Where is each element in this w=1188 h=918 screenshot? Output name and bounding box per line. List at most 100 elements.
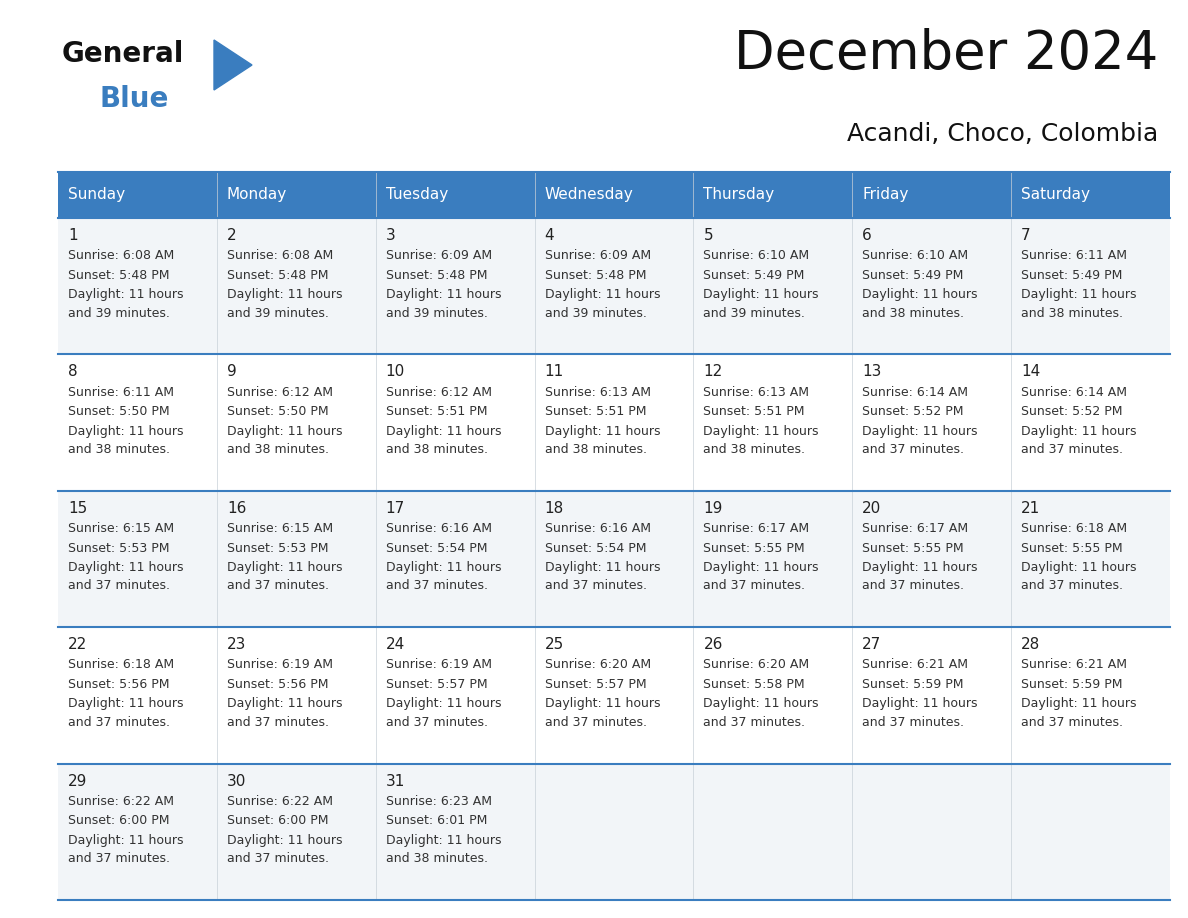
- Text: and 37 minutes.: and 37 minutes.: [862, 443, 965, 456]
- Text: Daylight: 11 hours: Daylight: 11 hours: [862, 288, 978, 301]
- Bar: [58, 491, 1170, 627]
- Text: Daylight: 11 hours: Daylight: 11 hours: [703, 424, 819, 438]
- Text: and 37 minutes.: and 37 minutes.: [703, 716, 805, 729]
- Text: Daylight: 11 hours: Daylight: 11 hours: [1022, 424, 1137, 438]
- Text: Daylight: 11 hours: Daylight: 11 hours: [68, 698, 183, 711]
- Text: Sunrise: 6:15 AM: Sunrise: 6:15 AM: [68, 522, 175, 535]
- Text: Sunrise: 6:15 AM: Sunrise: 6:15 AM: [227, 522, 333, 535]
- Text: 16: 16: [227, 501, 246, 516]
- Text: 10: 10: [386, 364, 405, 379]
- Text: and 37 minutes.: and 37 minutes.: [544, 579, 646, 592]
- Text: Sunset: 5:52 PM: Sunset: 5:52 PM: [862, 405, 963, 418]
- Bar: [852, 172, 1011, 218]
- Text: and 37 minutes.: and 37 minutes.: [862, 716, 965, 729]
- Text: Sunrise: 6:20 AM: Sunrise: 6:20 AM: [544, 658, 651, 671]
- Text: Sunset: 5:49 PM: Sunset: 5:49 PM: [862, 269, 963, 282]
- Text: and 37 minutes.: and 37 minutes.: [1022, 443, 1123, 456]
- Text: Sunset: 5:58 PM: Sunset: 5:58 PM: [703, 677, 805, 691]
- Text: Daylight: 11 hours: Daylight: 11 hours: [68, 424, 183, 438]
- Bar: [1011, 172, 1170, 218]
- Bar: [58, 218, 1170, 354]
- Text: and 37 minutes.: and 37 minutes.: [227, 852, 329, 866]
- Text: Sunset: 5:56 PM: Sunset: 5:56 PM: [68, 677, 170, 691]
- Text: Daylight: 11 hours: Daylight: 11 hours: [544, 698, 661, 711]
- Text: 30: 30: [227, 774, 246, 789]
- Text: 20: 20: [862, 501, 881, 516]
- Text: Sunset: 6:01 PM: Sunset: 6:01 PM: [386, 814, 487, 827]
- Text: Sunrise: 6:08 AM: Sunrise: 6:08 AM: [227, 250, 333, 263]
- Text: 15: 15: [68, 501, 87, 516]
- Text: 17: 17: [386, 501, 405, 516]
- Text: Sunset: 5:52 PM: Sunset: 5:52 PM: [1022, 405, 1123, 418]
- Text: Sunrise: 6:14 AM: Sunrise: 6:14 AM: [862, 386, 968, 398]
- Text: Daylight: 11 hours: Daylight: 11 hours: [1022, 561, 1137, 574]
- Text: and 38 minutes.: and 38 minutes.: [68, 443, 170, 456]
- Text: Sunrise: 6:17 AM: Sunrise: 6:17 AM: [703, 522, 809, 535]
- Text: Sunset: 5:59 PM: Sunset: 5:59 PM: [862, 677, 963, 691]
- Text: and 39 minutes.: and 39 minutes.: [227, 307, 329, 319]
- Text: Monday: Monday: [227, 187, 287, 203]
- Text: and 38 minutes.: and 38 minutes.: [386, 443, 488, 456]
- Text: 31: 31: [386, 774, 405, 789]
- Text: Sunrise: 6:18 AM: Sunrise: 6:18 AM: [1022, 522, 1127, 535]
- Text: Daylight: 11 hours: Daylight: 11 hours: [227, 424, 342, 438]
- Text: 29: 29: [68, 774, 88, 789]
- Text: 5: 5: [703, 228, 713, 243]
- Bar: [535, 172, 694, 218]
- Text: Daylight: 11 hours: Daylight: 11 hours: [386, 834, 501, 846]
- Text: and 39 minutes.: and 39 minutes.: [544, 307, 646, 319]
- Text: Sunrise: 6:08 AM: Sunrise: 6:08 AM: [68, 250, 175, 263]
- Text: Sunrise: 6:19 AM: Sunrise: 6:19 AM: [386, 658, 492, 671]
- Text: Daylight: 11 hours: Daylight: 11 hours: [386, 561, 501, 574]
- Text: 21: 21: [1022, 501, 1041, 516]
- Text: Saturday: Saturday: [1022, 187, 1091, 203]
- Text: 4: 4: [544, 228, 554, 243]
- Text: 28: 28: [1022, 637, 1041, 652]
- Text: 8: 8: [68, 364, 77, 379]
- Text: 1: 1: [68, 228, 77, 243]
- Text: Sunrise: 6:22 AM: Sunrise: 6:22 AM: [227, 795, 333, 808]
- Text: 3: 3: [386, 228, 396, 243]
- Text: Thursday: Thursday: [703, 187, 775, 203]
- Text: 9: 9: [227, 364, 236, 379]
- Text: and 39 minutes.: and 39 minutes.: [703, 307, 805, 319]
- Text: 27: 27: [862, 637, 881, 652]
- Text: Daylight: 11 hours: Daylight: 11 hours: [227, 288, 342, 301]
- Text: Sunrise: 6:10 AM: Sunrise: 6:10 AM: [862, 250, 968, 263]
- Text: Friday: Friday: [862, 187, 909, 203]
- Text: and 37 minutes.: and 37 minutes.: [862, 579, 965, 592]
- Text: 6: 6: [862, 228, 872, 243]
- Text: Daylight: 11 hours: Daylight: 11 hours: [68, 834, 183, 846]
- Text: Daylight: 11 hours: Daylight: 11 hours: [544, 424, 661, 438]
- Text: and 37 minutes.: and 37 minutes.: [386, 579, 488, 592]
- Text: and 39 minutes.: and 39 minutes.: [68, 307, 170, 319]
- Text: Daylight: 11 hours: Daylight: 11 hours: [386, 288, 501, 301]
- Text: Daylight: 11 hours: Daylight: 11 hours: [703, 561, 819, 574]
- Text: Sunrise: 6:17 AM: Sunrise: 6:17 AM: [862, 522, 968, 535]
- Text: Sunset: 5:48 PM: Sunset: 5:48 PM: [544, 269, 646, 282]
- Text: Sunrise: 6:09 AM: Sunrise: 6:09 AM: [386, 250, 492, 263]
- Text: and 37 minutes.: and 37 minutes.: [227, 579, 329, 592]
- Text: 2: 2: [227, 228, 236, 243]
- Text: and 38 minutes.: and 38 minutes.: [862, 307, 965, 319]
- Text: Daylight: 11 hours: Daylight: 11 hours: [227, 834, 342, 846]
- Text: Daylight: 11 hours: Daylight: 11 hours: [862, 561, 978, 574]
- Text: 18: 18: [544, 501, 564, 516]
- Text: Sunrise: 6:19 AM: Sunrise: 6:19 AM: [227, 658, 333, 671]
- Text: Sunset: 5:50 PM: Sunset: 5:50 PM: [68, 405, 170, 418]
- Text: Daylight: 11 hours: Daylight: 11 hours: [544, 561, 661, 574]
- Text: 25: 25: [544, 637, 564, 652]
- Text: Sunset: 5:53 PM: Sunset: 5:53 PM: [68, 542, 170, 554]
- Text: 19: 19: [703, 501, 722, 516]
- Text: Sunrise: 6:18 AM: Sunrise: 6:18 AM: [68, 658, 175, 671]
- Text: and 37 minutes.: and 37 minutes.: [544, 716, 646, 729]
- Text: 11: 11: [544, 364, 564, 379]
- Text: Daylight: 11 hours: Daylight: 11 hours: [68, 288, 183, 301]
- Bar: [694, 172, 852, 218]
- Text: Sunrise: 6:21 AM: Sunrise: 6:21 AM: [862, 658, 968, 671]
- Text: 23: 23: [227, 637, 246, 652]
- Text: Sunset: 6:00 PM: Sunset: 6:00 PM: [68, 814, 170, 827]
- Text: Sunrise: 6:16 AM: Sunrise: 6:16 AM: [544, 522, 651, 535]
- Text: Sunset: 5:59 PM: Sunset: 5:59 PM: [1022, 677, 1123, 691]
- Text: and 38 minutes.: and 38 minutes.: [227, 443, 329, 456]
